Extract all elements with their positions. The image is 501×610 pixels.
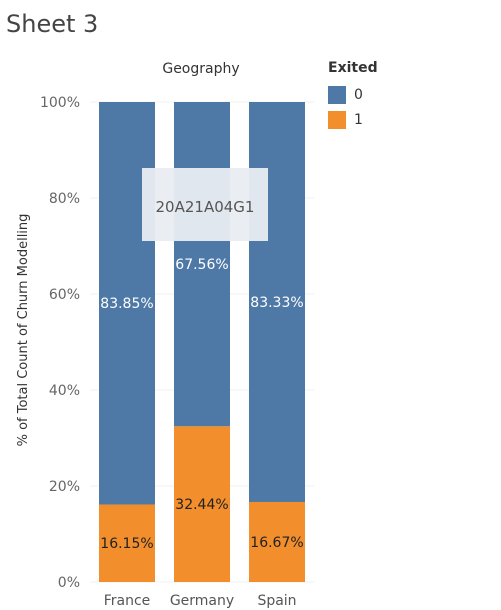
legend-title: Exited [328,60,378,76]
x-category-label: France [104,593,151,609]
y-tick-label: 0% [58,575,80,591]
data-label-germany-exited-0: 67.56% [175,257,228,273]
column-header: Geography [162,61,239,77]
legend-label-1: 1 [354,111,363,128]
legend-swatch-0 [328,85,346,104]
legend-label-0: 0 [354,86,363,103]
legend-swatch-1 [328,110,346,129]
y-tick-label: 80% [49,191,80,207]
y-tick-label: 20% [49,479,80,495]
bar-france-exited-1[interactable] [99,504,155,582]
sheet-title: Sheet 3 [6,10,99,38]
bar-germany-exited-1[interactable] [174,426,230,582]
y-tick-label: 60% [49,287,80,303]
data-label-spain-exited-0: 83.33% [250,295,303,311]
x-category-label: Germany [170,593,234,609]
y-tick-label: 100% [40,95,80,111]
legend-item-1[interactable]: 1 [328,107,378,132]
x-category-label: Spain [257,593,296,609]
y-tick-label: 40% [49,383,80,399]
legend: Exited 0 1 [328,60,378,132]
y-axis-title: % of Total Count of Churn Modelling [16,214,31,447]
bar-spain-exited-1[interactable] [249,501,305,582]
watermark: 20A21A04G1 [142,168,268,241]
data-label-germany-exited-1: 32.44% [175,497,228,513]
bar-germany-exited-0[interactable] [174,102,230,427]
legend-item-0[interactable]: 0 [328,82,378,107]
data-label-france-exited-0: 83.85% [100,296,153,312]
watermark-text: 20A21A04G1 [156,198,255,216]
data-label-spain-exited-1: 16.67% [250,535,303,551]
data-label-france-exited-1: 16.15% [100,536,153,552]
